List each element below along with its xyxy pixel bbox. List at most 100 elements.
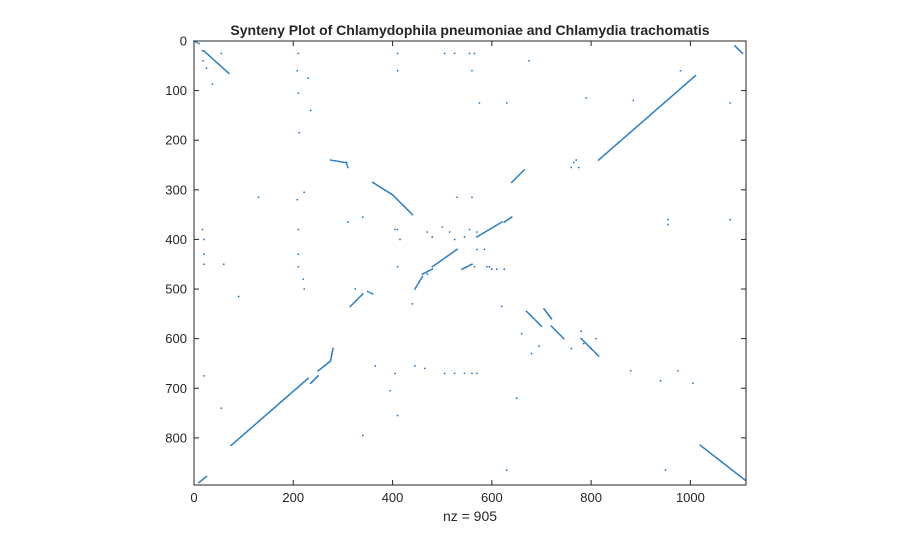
data-point (471, 263, 473, 266)
data-point (404, 207, 407, 209)
data-point (473, 265, 476, 268)
data-point (719, 460, 722, 463)
data-point (399, 238, 401, 241)
data-point (410, 212, 413, 215)
data-point (598, 158, 601, 160)
data-point (341, 161, 343, 163)
data-point (646, 116, 648, 119)
data-point (290, 392, 293, 394)
data-point (510, 181, 513, 184)
data-point (478, 102, 481, 104)
data-point (226, 71, 229, 74)
data-point (448, 231, 451, 233)
x-tick-label: 800 (580, 490, 602, 505)
data-segment (421, 268, 434, 276)
data-point (256, 421, 259, 424)
data-point (609, 148, 612, 151)
data-point (678, 88, 681, 91)
data-segment (510, 169, 526, 184)
data-point (271, 408, 274, 411)
data-point (581, 338, 584, 341)
data-segment (461, 263, 473, 271)
data-point (665, 100, 668, 102)
data-point (332, 159, 335, 162)
axes-box (193, 40, 747, 486)
data-point (421, 273, 424, 276)
data-point (721, 461, 723, 464)
data-point (203, 263, 205, 266)
data-point (558, 333, 561, 336)
data-point (239, 436, 242, 438)
data-point (648, 114, 651, 117)
data-point (500, 221, 503, 223)
data-point (303, 380, 306, 383)
data-point (463, 236, 466, 238)
data-point (705, 449, 708, 452)
data-point (391, 193, 394, 196)
data-point (297, 385, 300, 388)
data-point (649, 113, 652, 116)
data-point (297, 228, 300, 231)
data-point (339, 160, 342, 163)
data-segment (525, 310, 543, 328)
data-point (520, 171, 523, 174)
data-segment (431, 248, 458, 268)
data-point (221, 67, 224, 69)
data-point (416, 284, 419, 286)
data-point (443, 372, 446, 375)
data-point (682, 85, 685, 88)
data-point (652, 111, 654, 114)
data-point (251, 425, 254, 428)
data-point (610, 147, 613, 150)
data-point (729, 102, 732, 104)
data-point (401, 203, 404, 206)
y-tick-label: 200 (165, 133, 187, 148)
data-point (626, 133, 629, 136)
data-point (736, 473, 739, 475)
data-point (518, 173, 521, 176)
data-point (408, 210, 411, 213)
data-point (282, 399, 284, 402)
data-point (371, 293, 374, 295)
data-point (219, 64, 222, 67)
data-point (238, 437, 241, 439)
data-point (196, 41, 199, 44)
data-point (618, 141, 621, 144)
data-point (688, 80, 691, 82)
data-point (543, 307, 545, 310)
data-point (723, 463, 726, 466)
data-point (382, 188, 385, 190)
data-point (586, 343, 588, 346)
data-point (453, 238, 456, 241)
data-point (614, 144, 617, 147)
data-point (284, 397, 287, 400)
data-point (735, 472, 737, 474)
data-point (276, 404, 278, 407)
data-point (357, 297, 360, 300)
data-point (273, 406, 276, 409)
data-point (220, 52, 223, 55)
data-point (450, 252, 453, 254)
data-point (392, 194, 395, 197)
data-point (556, 330, 558, 333)
data-point (206, 53, 209, 56)
data-point (366, 290, 369, 293)
data-point (629, 131, 631, 134)
data-point (216, 61, 218, 64)
data-point (607, 150, 610, 153)
data-point (250, 426, 253, 429)
data-point (297, 92, 300, 94)
data-point (319, 368, 322, 370)
data-point (630, 130, 633, 133)
data-point (227, 72, 230, 75)
data-point (407, 209, 409, 212)
data-point (421, 275, 424, 278)
data-segment (597, 74, 697, 161)
data-point (302, 278, 305, 281)
data-point (283, 398, 286, 401)
data-point (292, 390, 295, 392)
data-point (374, 365, 377, 367)
data-point (356, 298, 359, 301)
data-point (744, 479, 746, 481)
data-point (448, 253, 451, 256)
